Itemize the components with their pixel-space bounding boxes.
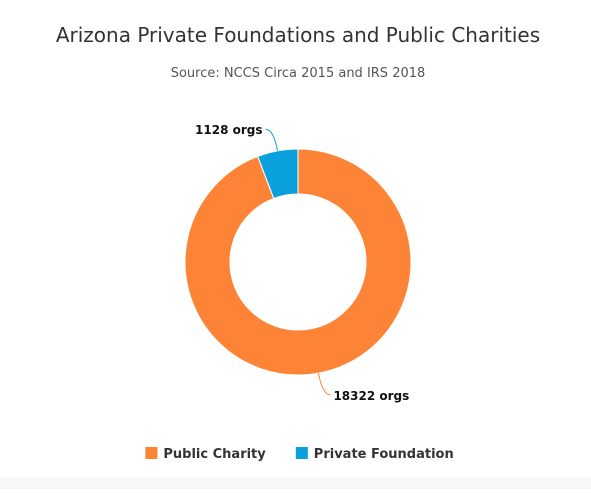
chart-subtitle: Source: NCCS Circa 2015 and IRS 2018 (171, 66, 426, 81)
data-labels: 18322 orgs 1128 orgs (195, 123, 409, 403)
data-label-private-foundation: 1128 orgs (195, 123, 262, 137)
legend-label-private-foundation[interactable]: Private Foundation (314, 447, 454, 462)
footer-strip (0, 478, 591, 489)
donut-slices (184, 148, 412, 376)
slice-private-foundation[interactable] (257, 148, 299, 200)
legend-label-public-charity[interactable]: Public Charity (163, 447, 266, 462)
slice-public-charity[interactable] (184, 148, 412, 376)
legend: Public Charity Private Foundation (145, 447, 454, 462)
connector-public-charity (317, 373, 331, 396)
chart-title: Arizona Private Foundations and Public C… (56, 23, 540, 47)
legend-swatch-public-charity[interactable] (145, 447, 158, 459)
legend-swatch-private-foundation[interactable] (295, 447, 308, 459)
data-label-public-charity: 18322 orgs (333, 389, 409, 403)
connector-private-foundation (265, 128, 279, 151)
